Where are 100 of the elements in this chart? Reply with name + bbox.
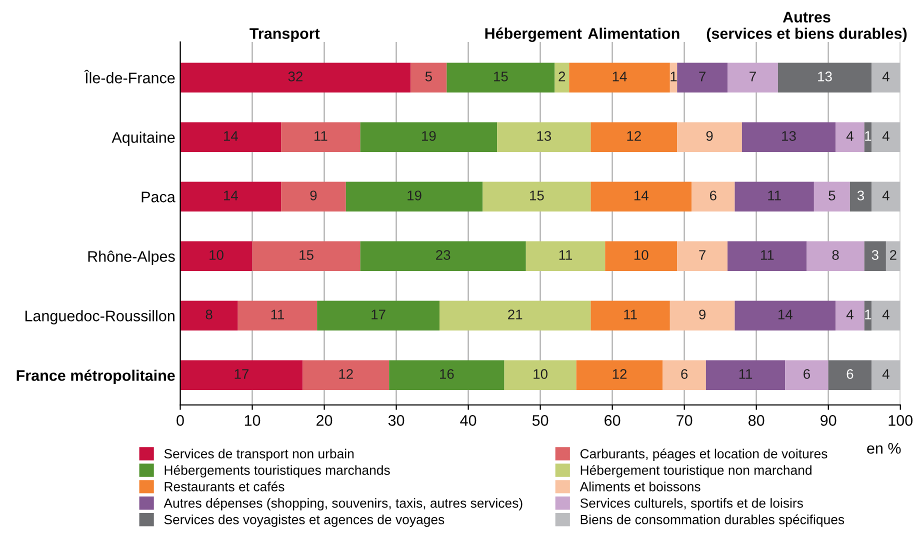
x-tick-label: 60 xyxy=(604,415,620,426)
bar xyxy=(317,300,440,331)
legend-label: Restaurants et cafés xyxy=(164,482,284,492)
y-tick-label: Languedoc-Roussillon xyxy=(25,310,174,324)
y-tick-label: France métropolitaine xyxy=(16,370,175,384)
legend-label: Aliments et boissons xyxy=(580,482,700,492)
bar xyxy=(734,182,814,212)
bar xyxy=(662,360,706,390)
bar xyxy=(850,182,872,212)
bar xyxy=(706,360,786,390)
data-label: 1 xyxy=(670,72,677,82)
bar xyxy=(504,360,576,390)
data-label: 13 xyxy=(537,131,552,141)
data-label: 21 xyxy=(508,310,522,320)
y-tick-label: Paca xyxy=(142,192,176,202)
data-label: 6 xyxy=(710,190,716,200)
data-label: 6 xyxy=(681,369,688,379)
bar xyxy=(590,122,678,152)
bar xyxy=(814,182,850,212)
legend-label: Services de transport non urbain xyxy=(164,448,354,462)
bar xyxy=(677,62,728,93)
x-tick-label: 20 xyxy=(316,415,332,426)
data-label: 14 xyxy=(224,190,238,200)
data-label: 3 xyxy=(872,250,878,260)
data-label: 11 xyxy=(624,310,637,320)
data-label: 1 xyxy=(865,310,872,320)
data-label: 13 xyxy=(818,72,832,82)
data-label: 17 xyxy=(234,369,248,379)
data-label: 32 xyxy=(288,72,302,82)
bar xyxy=(439,300,591,331)
text: Alimentation xyxy=(588,28,680,39)
data-label: 19 xyxy=(408,190,422,200)
data-label: 4 xyxy=(882,310,890,320)
data-label: 4 xyxy=(882,131,890,141)
bar xyxy=(389,360,504,390)
bar xyxy=(677,122,742,152)
bar xyxy=(728,62,778,93)
data-label: 11 xyxy=(271,310,284,320)
bar xyxy=(360,241,526,272)
data-label: 7 xyxy=(699,72,706,82)
bar xyxy=(360,122,498,152)
bar xyxy=(778,62,872,93)
bar xyxy=(252,241,360,272)
data-label: 11 xyxy=(739,369,752,379)
bar xyxy=(590,300,670,331)
bar xyxy=(828,360,872,390)
data-label: 1 xyxy=(865,131,872,141)
data-label: 4 xyxy=(882,369,890,379)
bar xyxy=(576,360,663,390)
bar xyxy=(180,62,411,93)
annotation: Transport xyxy=(250,28,320,42)
y-tick-label: Rhône-Alpes xyxy=(88,250,175,265)
x-tick-label: 40 xyxy=(460,415,476,426)
data-label: 9 xyxy=(706,131,713,141)
data-label: 19 xyxy=(422,131,436,141)
bar xyxy=(670,300,735,331)
legend-label: Hébergements touristiques marchands xyxy=(164,465,390,478)
x-tick-label: 80 xyxy=(748,415,764,426)
y-tick-label: Aquitaine xyxy=(112,132,175,146)
bar xyxy=(497,122,591,152)
bar xyxy=(238,300,318,331)
data-label: 10 xyxy=(534,369,548,379)
bar xyxy=(785,360,828,390)
bar xyxy=(677,241,728,272)
data-label: 14 xyxy=(778,310,792,320)
bar xyxy=(281,182,346,212)
x-tick-label: 10 xyxy=(244,415,260,426)
data-label: 14 xyxy=(612,72,627,82)
data-label: 11 xyxy=(768,190,781,200)
bar xyxy=(836,122,864,152)
data-label: 15 xyxy=(530,190,544,200)
bar xyxy=(180,122,282,152)
data-label: 11 xyxy=(314,131,328,141)
bar xyxy=(180,300,238,331)
data-label: 23 xyxy=(436,250,450,260)
x-tick-label: 70 xyxy=(676,415,692,426)
bar xyxy=(526,241,606,272)
bar xyxy=(281,122,360,152)
data-label: 6 xyxy=(846,369,854,379)
legend-label: Services des voyagistes et agences de voyages xyxy=(164,514,444,527)
bar xyxy=(180,241,252,272)
bar xyxy=(734,300,836,331)
data-label: 15 xyxy=(494,72,508,82)
text: en % xyxy=(867,442,901,454)
data-label: 17 xyxy=(372,310,386,320)
data-label: 3 xyxy=(857,190,864,200)
data-label: 5 xyxy=(828,190,836,200)
data-label: 10 xyxy=(634,250,648,260)
y-tick-label: Île-de-France xyxy=(84,70,175,84)
data-label: 15 xyxy=(300,250,314,260)
data-label: 12 xyxy=(339,369,353,379)
legend-label: Autres dépenses (shopping, souvenirs, taxis, autres services) xyxy=(164,498,522,510)
data-label: 8 xyxy=(206,310,212,320)
data-label: 4 xyxy=(882,190,890,200)
bar xyxy=(346,182,483,212)
data-label: 7 xyxy=(750,72,756,82)
data-label: 5 xyxy=(425,72,432,82)
legend-label: Services culturels, sportifs et de loisirs xyxy=(580,498,803,510)
data-label: 8 xyxy=(832,250,839,260)
bar xyxy=(742,122,836,152)
